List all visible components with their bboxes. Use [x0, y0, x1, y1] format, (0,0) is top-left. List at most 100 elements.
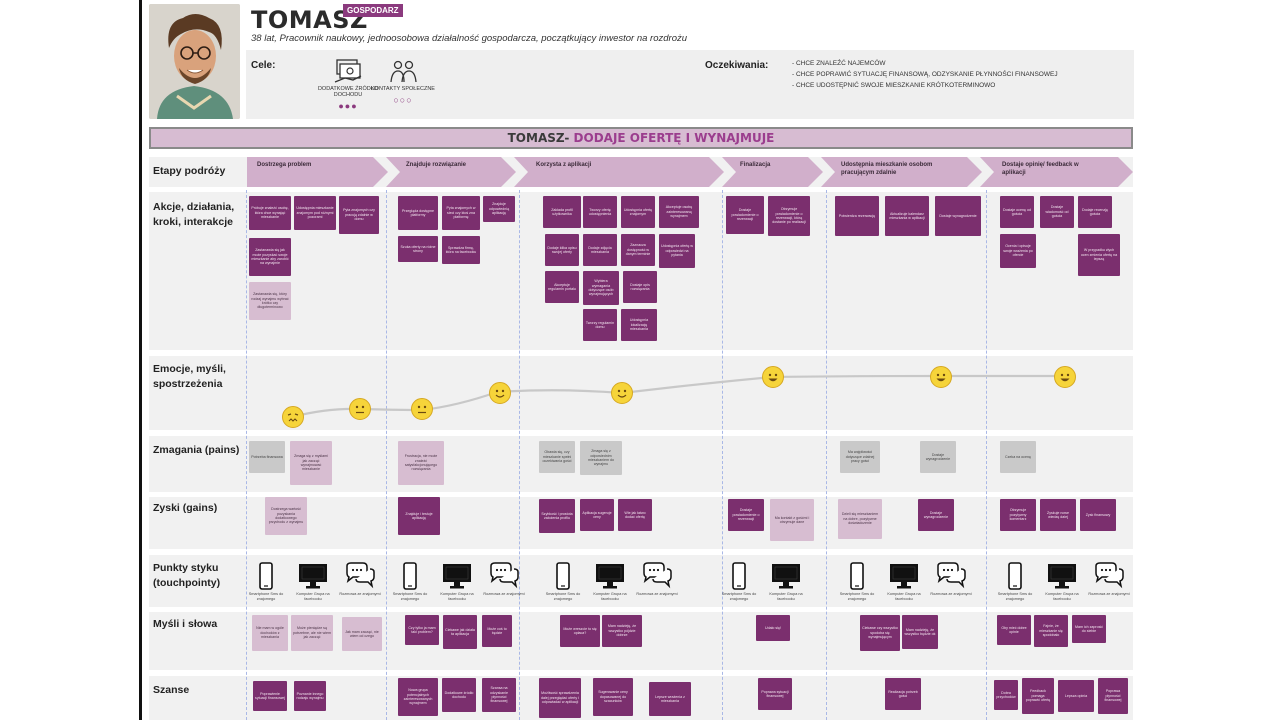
touchpoint-smartphone: Smartphone Sms do znajomego: [835, 560, 879, 602]
touchpoint-label: Komputer Grupa na facebooku: [593, 592, 627, 601]
row-bg-emotions: [149, 356, 1133, 430]
goal-social-rating: ○○○: [393, 95, 413, 105]
expectation-item: - CHCE POPRAWIĆ SYTUACJĘ FINANSOWĄ, ODZY…: [792, 71, 1058, 78]
stage-separator: [722, 190, 723, 720]
action-note: Udostępnia mieszkanie znajomym pod róźny…: [294, 196, 336, 230]
touchpoint-label: Komputer Grupa na facebooku: [769, 592, 803, 601]
action-note: Próbuje znaleźć osobę, która chce wynają…: [249, 196, 291, 230]
thought-note: Mam nadzieję, że wszystko pójdzie dobrze: [602, 615, 642, 647]
gain-note: Dostaje powiadomienie o rezerwacji: [728, 499, 764, 531]
row-label-opportunities: Szanse: [153, 684, 190, 696]
touchpoint-chat: Rozmowa ze znajomymi: [1087, 560, 1131, 597]
gain-note: Dostrzega wartość pozyskania dodatkowego…: [265, 497, 307, 535]
emotion-face-smile: [611, 382, 633, 404]
stage-label: Udostępnia mieszkanie osobom pracującym …: [841, 162, 933, 176]
action-note: Zakłada profil użytkownika: [543, 196, 581, 228]
smiley-face-icon: [1060, 373, 1070, 382]
touchpoint-label: Komputer Grupa na facebooku: [440, 592, 474, 601]
smiley-face-icon: [617, 389, 627, 398]
opportunity-note: Poprawa płynności finansowej: [1098, 678, 1128, 714]
computer-icon: [291, 560, 335, 590]
action-note: Szuka oferty na różne strony: [398, 236, 438, 262]
thought-note: Może coś to będzie: [482, 615, 512, 647]
stage-chevron: [722, 157, 823, 187]
action-note: Akceptuje regulamin portalu: [545, 271, 579, 303]
touchpoint-label: Smartphone Sms do znajomego: [392, 592, 428, 601]
gain-note: Zysk finansowy: [1080, 499, 1116, 531]
pain-note: Dostaje wynagrodzenie: [920, 441, 956, 473]
goal-social: KONTAKTY SPOŁECZNE ○○○: [368, 58, 438, 105]
smiley-face-icon: [417, 405, 427, 414]
action-note: Potwierdza rezerwację: [835, 196, 879, 236]
smartphone-icon: [993, 560, 1037, 590]
opportunity-note: Poprawa sytuacji finansowej: [758, 678, 792, 710]
chat-icon: [338, 560, 382, 590]
thought-note: Nie mam w ogóle dochodów z mieszkania: [252, 615, 288, 651]
action-note: Dostaje ocenę od gościa: [1000, 196, 1034, 228]
action-note: Zastanawia się jak może pozyskać swoje m…: [249, 238, 291, 276]
stage-separator: [826, 190, 827, 720]
action-note: Dostaje opis rozwiązania: [623, 271, 657, 303]
touchpoint-smartphone: Smartphone Sms do znajomego: [541, 560, 585, 602]
stage-label: Korzysta z aplikacji: [536, 162, 592, 168]
touchpoint-chat: Rozmowa ze znajomymi: [338, 560, 382, 597]
row-label-pains: Zmagania (pains): [153, 444, 240, 456]
touchpoint-label: Komputer Grupa na facebooku: [1045, 592, 1079, 601]
smiley-face-icon: [936, 373, 946, 382]
computer-icon: [588, 560, 632, 590]
touchpoint-chat: Rozmowa ze znajomymi: [482, 560, 526, 597]
action-note: Udostępnia ofertę znajomym: [621, 196, 655, 228]
stage-separator: [246, 190, 247, 720]
touchpoint-computer: Komputer Grupa na facebooku: [588, 560, 632, 602]
touchpoint-label: Komputer Grupa na facebooku: [296, 592, 330, 601]
touchpoint-smartphone: Smartphone Sms do znajomego: [993, 560, 1037, 602]
action-note: Dodaje kilka opisu swojej oferty: [545, 234, 579, 266]
smartphone-icon: [541, 560, 585, 590]
goal-income-label: DODATKOWE ŹRÓDŁO DOCHODU: [317, 86, 379, 98]
touchpoint-computer: Komputer Grupa na facebooku: [764, 560, 808, 602]
computer-icon: [882, 560, 926, 590]
thought-note: Może wreszcie to się opłaca?: [560, 615, 600, 647]
goals-label: Cele:: [251, 60, 276, 71]
action-note: Dostaje wynagrodzenie: [935, 196, 981, 236]
stage-chevron: [980, 157, 1133, 187]
computer-icon: [435, 560, 479, 590]
opportunity-note: Lepsza opinia: [1058, 680, 1094, 712]
touchpoint-smartphone: Smartphone Sms do znajomego: [388, 560, 432, 602]
touchpoint-label: Rozmowa ze znajomymi: [483, 592, 525, 596]
opportunity-note: Realizacja potrzeb gości: [885, 678, 921, 710]
stage-label: Dostrzega problem: [257, 162, 312, 168]
action-note: Ocenia i opisuje swoje wrażenia po oferc…: [1000, 234, 1036, 268]
gain-note: Aplikacja sugeruje ceny: [580, 499, 614, 531]
thought-note: Ciekawe czy wszystko spodoba się wynajmu…: [860, 615, 900, 651]
opportunity-note: Szansa na odzyskanie płynności finansowe…: [482, 678, 516, 712]
goal-social-label: KONTAKTY SPOŁECZNE: [371, 86, 435, 92]
action-note: Udostępnia ofertę w odpowiedzi na pytani…: [659, 234, 695, 268]
computer-icon: [1040, 560, 1084, 590]
action-note: Zastanawia się, który rodzaj wynajmu wyb…: [249, 282, 291, 320]
people-icon: [388, 58, 418, 84]
chat-icon: [1087, 560, 1131, 590]
action-note: Sprawdza firmę, która na facebooku: [442, 236, 480, 264]
pain-note: Frustracja, nie może znaleźć satysfakcjo…: [398, 441, 444, 485]
action-note: Tworzy regulamin domu: [583, 309, 617, 341]
banner-highlight: DODAJE OFERTĘ I WYNAJMUJE: [569, 131, 775, 145]
touchpoint-chat: Rozmowa ze znajomymi: [635, 560, 679, 597]
opportunity-note: Dodatkowe źródło dochodu: [442, 678, 476, 712]
touchpoint-label: Rozmowa ze znajomymi: [930, 592, 972, 596]
thought-note: Ciekawe jak działa ta aplikacja: [443, 615, 477, 649]
smiley-face-icon: [355, 405, 365, 414]
action-note: Pyta znajomych w sieci czy ktoś zna plat…: [442, 196, 480, 230]
touchpoint-computer: Komputer Grupa na facebooku: [435, 560, 479, 602]
pain-note: Potrzeba finansowa: [249, 441, 285, 473]
persona-photo: [149, 4, 240, 119]
row-label-thoughts: Myśli i słowa: [153, 618, 218, 630]
computer-icon: [764, 560, 808, 590]
smartphone-icon: [717, 560, 761, 590]
thought-note: Mam nadzieję, że wszystko będzie ok: [902, 615, 938, 649]
stage-3: Korzysta z aplikacji: [514, 157, 725, 187]
touchpoint-chat: Rozmowa ze znajomymi: [929, 560, 973, 597]
emotion-face-stressed: [282, 406, 304, 428]
opportunity-note: Sugerowanie ceny dopasowanej do szacunkó…: [593, 678, 633, 716]
goal-income-rating: ●●●: [338, 101, 358, 111]
